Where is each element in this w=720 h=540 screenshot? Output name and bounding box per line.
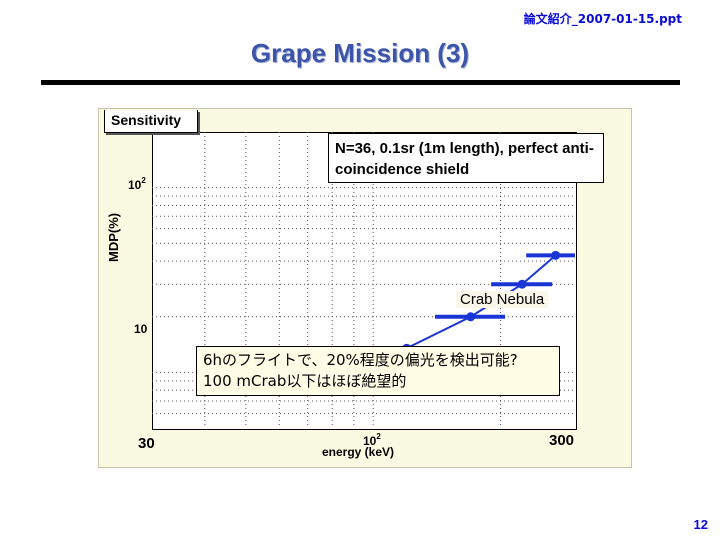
slide-title: Grape Mission (3) [250, 38, 470, 68]
x-tick-100-base: 10 [363, 434, 377, 448]
config-annotation: N=36, 0.1sr (1m length), perfect anti-co… [328, 133, 604, 183]
plot-legend: Sensitivity [104, 110, 198, 133]
page-number: 12 [693, 517, 708, 532]
x-axis-label: energy (keV) [322, 445, 395, 459]
x-left-label: 30 [138, 435, 155, 452]
data-point [466, 312, 476, 322]
crab-nebula-label: Crab Nebula [456, 291, 549, 308]
data-point [551, 250, 561, 260]
title-divider [41, 80, 680, 85]
x-tick-100-exp: 2 [376, 432, 381, 441]
legend-title: Sensitivity [111, 112, 182, 128]
annotation-line-1: 6hのフライトで、20%程度の偏光を検出可能? [203, 351, 518, 369]
file-reference: 論文紹介_2007-01-15.ppt [523, 12, 682, 26]
y-tick-10: 10 [134, 322, 148, 336]
x-tick-100: 102 [363, 432, 381, 448]
y-axis-label: MDP(%) [106, 212, 121, 262]
data-point [517, 279, 527, 289]
japanese-annotation: 6hのフライトで、20%程度の偏光を検出可能? 100 mCrab以下はほぼ絶望… [196, 346, 560, 396]
y-tick-100-exp: 2 [141, 176, 146, 185]
annotation-line-2: 100 mCrab以下はほぼ絶望的 [203, 372, 407, 390]
y-tick-100: 102 [128, 176, 146, 192]
y-tick-100-base: 10 [128, 178, 142, 192]
x-right-label: 300 [549, 432, 575, 449]
